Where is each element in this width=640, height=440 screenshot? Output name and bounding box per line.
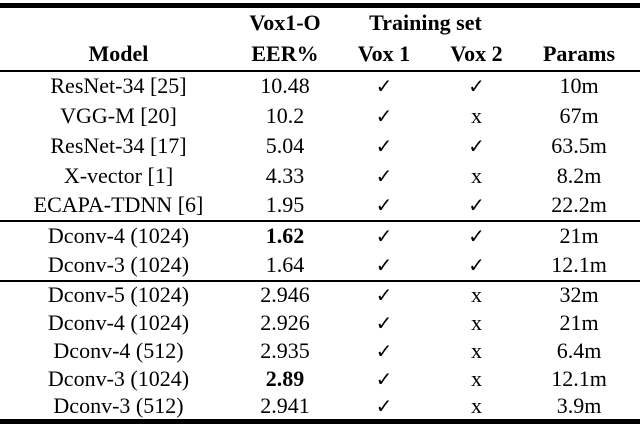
vox2-mark: x (471, 102, 482, 128)
vox2-mark: ✓ (468, 193, 485, 217)
header-params-spacer (518, 6, 640, 38)
table-row: Dconv-4 (1024) 2.926 ✓ x 21m (0, 309, 640, 337)
vox1-mark: ✓ (375, 310, 393, 335)
params-cell: 22.2m (551, 192, 607, 217)
eer-cell: 10.2 (265, 102, 305, 128)
eer-cell: 4.33 (265, 162, 305, 188)
table-row: Dconv-3 (1024) 1.64 ✓ ✓ 12.1m (0, 251, 640, 281)
eer-cell: 1.95 (265, 192, 305, 217)
model-cell: ResNet-34 [25] (50, 73, 187, 98)
group-dconv-vox2-trained: Dconv-4 (1024) 1.62 ✓ ✓ 21m Dconv-3 (102… (0, 220, 640, 281)
params-cell: 21m (559, 223, 599, 248)
model-cell: Dconv-5 (1024) (47, 282, 190, 307)
eer-cell: 2.946 (260, 282, 310, 307)
params-cell: 12.1m (551, 252, 607, 277)
table-row: X-vector [1] 4.33 ✓ x 8.2m (0, 161, 640, 191)
eer-cell: 2.941 (260, 392, 310, 418)
header-row-bottom: Model EER% Vox 1 Vox 2 Params (0, 38, 640, 71)
vox2-mark: x (471, 337, 482, 363)
eer-cell: 10.48 (260, 73, 310, 98)
table-header: Vox1-O Training set Model EER% Vox 1 Vox… (0, 6, 640, 71)
params-cell: 3.9m (556, 392, 602, 418)
table-row: ResNet-34 [17] 5.04 ✓ ✓ 63.5m (0, 131, 640, 161)
vox2-mark: ✓ (468, 253, 485, 277)
header-training-set: Training set (369, 9, 482, 35)
vox1-mark: ✓ (375, 133, 393, 158)
results-table: Vox1-O Training set Model EER% Vox 1 Vox… (0, 3, 640, 424)
params-cell: 32m (559, 282, 599, 307)
group-dconv-vox1-trained: Dconv-5 (1024) 2.946 ✓ x 32m Dconv-4 (10… (0, 280, 640, 422)
table-row: Dconv-5 (1024) 2.946 ✓ x 32m (0, 281, 640, 309)
vox1-mark: ✓ (375, 253, 393, 277)
vox1-mark: ✓ (375, 366, 393, 391)
table-row: Dconv-4 (512) 2.935 ✓ x 6.4m (0, 337, 640, 365)
vox1-mark: ✓ (375, 193, 393, 217)
header-vox1: Vox 1 (357, 40, 411, 66)
vox2-mark: ✓ (468, 133, 485, 158)
header-row-top: Vox1-O Training set (0, 6, 640, 38)
model-cell: ResNet-34 [17] (50, 132, 187, 158)
params-cell: 63.5m (551, 132, 607, 158)
table-row: Dconv-4 (1024) 1.62 ✓ ✓ 21m (0, 221, 640, 251)
model-cell: Dconv-4 (1024) (47, 309, 190, 335)
table-row: Dconv-3 (512) 2.941 ✓ x 3.9m (0, 393, 640, 422)
model-cell: Dconv-3 (512) (53, 392, 184, 418)
vox2-mark: ✓ (468, 74, 485, 98)
vox2-mark: ✓ (468, 224, 485, 248)
vox2-mark: x (471, 309, 482, 335)
header-model-spacer (0, 6, 237, 38)
table-row: Dconv-3 (1024) 2.89 ✓ x 12.1m (0, 365, 640, 393)
model-cell: Dconv-4 (1024) (47, 223, 190, 248)
model-cell: VGG-M [20] (60, 102, 177, 128)
params-cell: 12.1m (551, 365, 607, 391)
vox2-mark: x (471, 282, 482, 307)
model-cell: ECAPA-TDNN [6] (33, 192, 204, 217)
vox1-mark: ✓ (375, 74, 393, 98)
vox1-mark: ✓ (375, 283, 393, 307)
eer-cell: 1.64 (265, 252, 305, 277)
model-cell: Dconv-3 (1024) (47, 365, 190, 391)
model-cell: X-vector [1] (63, 162, 174, 188)
params-cell: 21m (559, 309, 599, 335)
header-params: Params (542, 40, 616, 66)
header-vox2: Vox 2 (450, 40, 503, 66)
params-cell: 6.4m (556, 337, 602, 363)
params-cell: 67m (559, 102, 599, 128)
group-baselines: ResNet-34 [25] 10.48 ✓ ✓ 10m VGG-M [20] … (0, 70, 640, 221)
table-row: ECAPA-TDNN [6] 1.95 ✓ ✓ 22.2m (0, 191, 640, 221)
header-vox1-o: Vox1-O (249, 9, 321, 35)
vox1-mark: ✓ (375, 338, 393, 363)
params-cell: 10m (559, 73, 599, 98)
params-cell: 8.2m (556, 162, 602, 188)
vox2-mark: x (471, 365, 482, 391)
model-cell: Dconv-3 (1024) (47, 252, 190, 277)
vox1-mark: ✓ (375, 103, 393, 128)
vox1-mark: ✓ (375, 224, 393, 248)
eer-cell-best: 2.89 (265, 365, 305, 391)
header-eer: EER% (251, 40, 319, 66)
table-row: ResNet-34 [25] 10.48 ✓ ✓ 10m (0, 71, 640, 101)
eer-cell: 2.935 (260, 337, 310, 363)
vox1-mark: ✓ (375, 393, 393, 418)
header-model: Model (88, 40, 149, 66)
eer-cell: 5.04 (265, 132, 305, 158)
vox2-mark: x (471, 392, 482, 418)
vox2-mark: x (471, 162, 482, 188)
vox1-mark: ✓ (375, 163, 393, 188)
table-row: VGG-M [20] 10.2 ✓ x 67m (0, 101, 640, 131)
eer-cell-best: 1.62 (265, 223, 305, 248)
eer-cell: 2.926 (260, 309, 310, 335)
model-cell: Dconv-4 (512) (53, 337, 184, 363)
